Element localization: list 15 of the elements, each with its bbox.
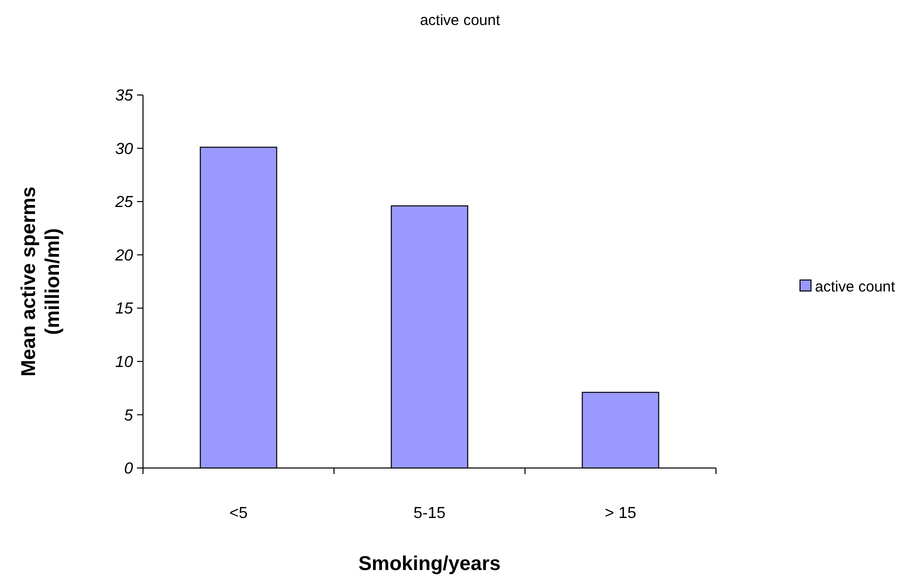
x-axis-title: Smoking/years bbox=[358, 553, 501, 575]
y-tick-label: 15 bbox=[115, 300, 134, 318]
y-tick-label: 20 bbox=[114, 247, 134, 264]
y-tick-label: 10 bbox=[115, 354, 134, 372]
chart-title: active count bbox=[420, 12, 501, 29]
y-tick-label: 25 bbox=[114, 194, 134, 212]
y-tick-label: 35 bbox=[115, 88, 134, 105]
x-tick-label: 5-15 bbox=[413, 505, 446, 522]
y-tick-label: 30 bbox=[115, 140, 134, 158]
y-tick-label: 5 bbox=[124, 407, 134, 424]
x-tick-label: > 15 bbox=[604, 505, 636, 522]
y-tick-label: 0 bbox=[124, 460, 134, 478]
y-axis-title: Mean active sperms (million/ml) bbox=[18, 186, 64, 377]
legend-label: active count bbox=[815, 278, 896, 296]
x-tick-label: <5 bbox=[229, 505, 248, 522]
